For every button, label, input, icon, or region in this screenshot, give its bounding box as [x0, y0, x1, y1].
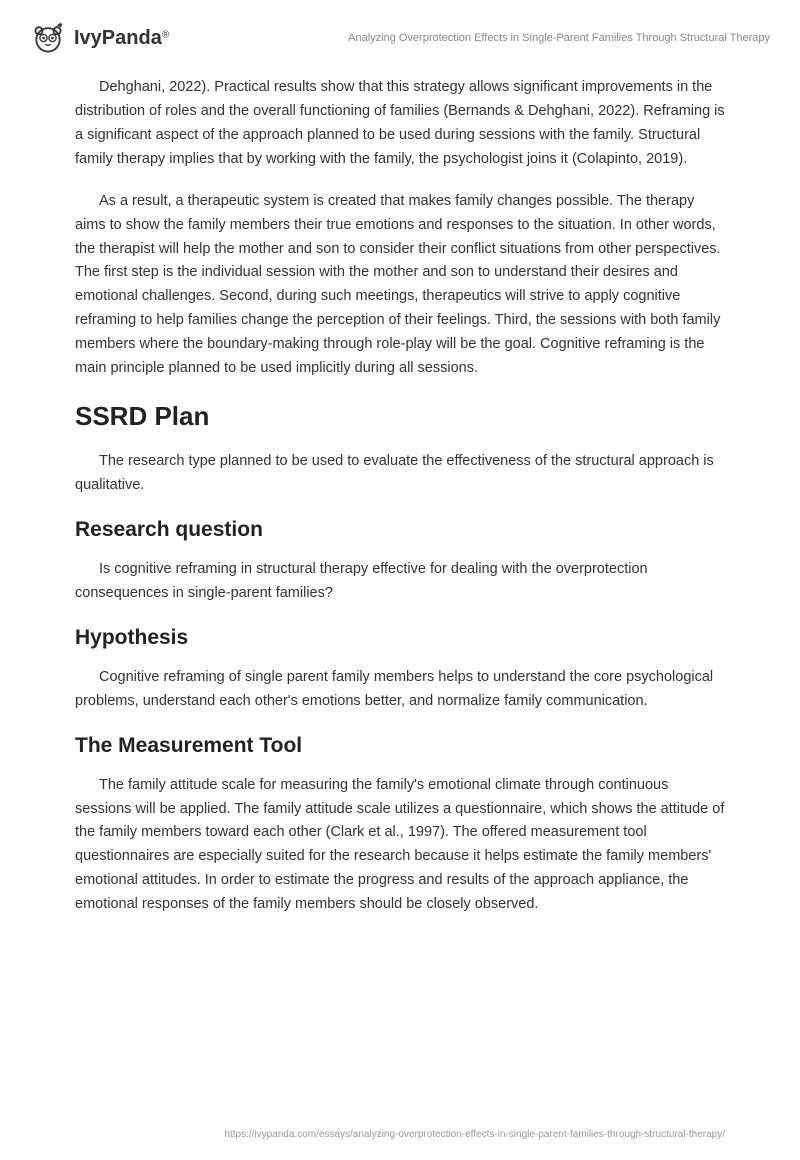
- heading-hypothesis: Hypothesis: [75, 626, 725, 650]
- footer-url: https://ivypanda.com/essays/analyzing-ov…: [224, 1129, 725, 1140]
- document-title: Analyzing Overprotection Effects in Sing…: [348, 32, 770, 44]
- paragraph-1: Dehghani, 2022). Practical results show …: [75, 76, 725, 172]
- heading-ssrd-plan: SSRD Plan: [75, 401, 725, 432]
- logo-trademark: ®: [162, 29, 169, 40]
- logo-text: IvyPanda®: [74, 27, 169, 50]
- paragraph-6: The family attitude scale for measuring …: [75, 774, 725, 918]
- paragraph-5: Cognitive reframing of single parent fam…: [75, 666, 725, 714]
- heading-measurement-tool: The Measurement Tool: [75, 734, 725, 758]
- page-header: IvyPanda® Analyzing Overprotection Effec…: [0, 0, 800, 66]
- ivypanda-logo-icon: [30, 20, 66, 56]
- logo-name: IvyPanda: [74, 27, 162, 49]
- paragraph-4: Is cognitive reframing in structural the…: [75, 558, 725, 606]
- paragraph-2: As a result, a therapeutic system is cre…: [75, 190, 725, 381]
- paragraph-3: The research type planned to be used to …: [75, 450, 725, 498]
- logo-section: IvyPanda®: [30, 20, 169, 56]
- heading-research-question: Research question: [75, 518, 725, 542]
- document-content: Dehghani, 2022). Practical results show …: [0, 66, 800, 955]
